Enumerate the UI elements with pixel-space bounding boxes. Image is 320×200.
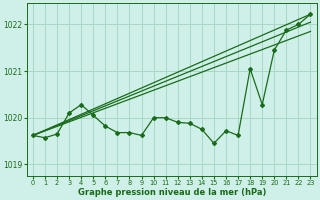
X-axis label: Graphe pression niveau de la mer (hPa): Graphe pression niveau de la mer (hPa) bbox=[77, 188, 266, 197]
